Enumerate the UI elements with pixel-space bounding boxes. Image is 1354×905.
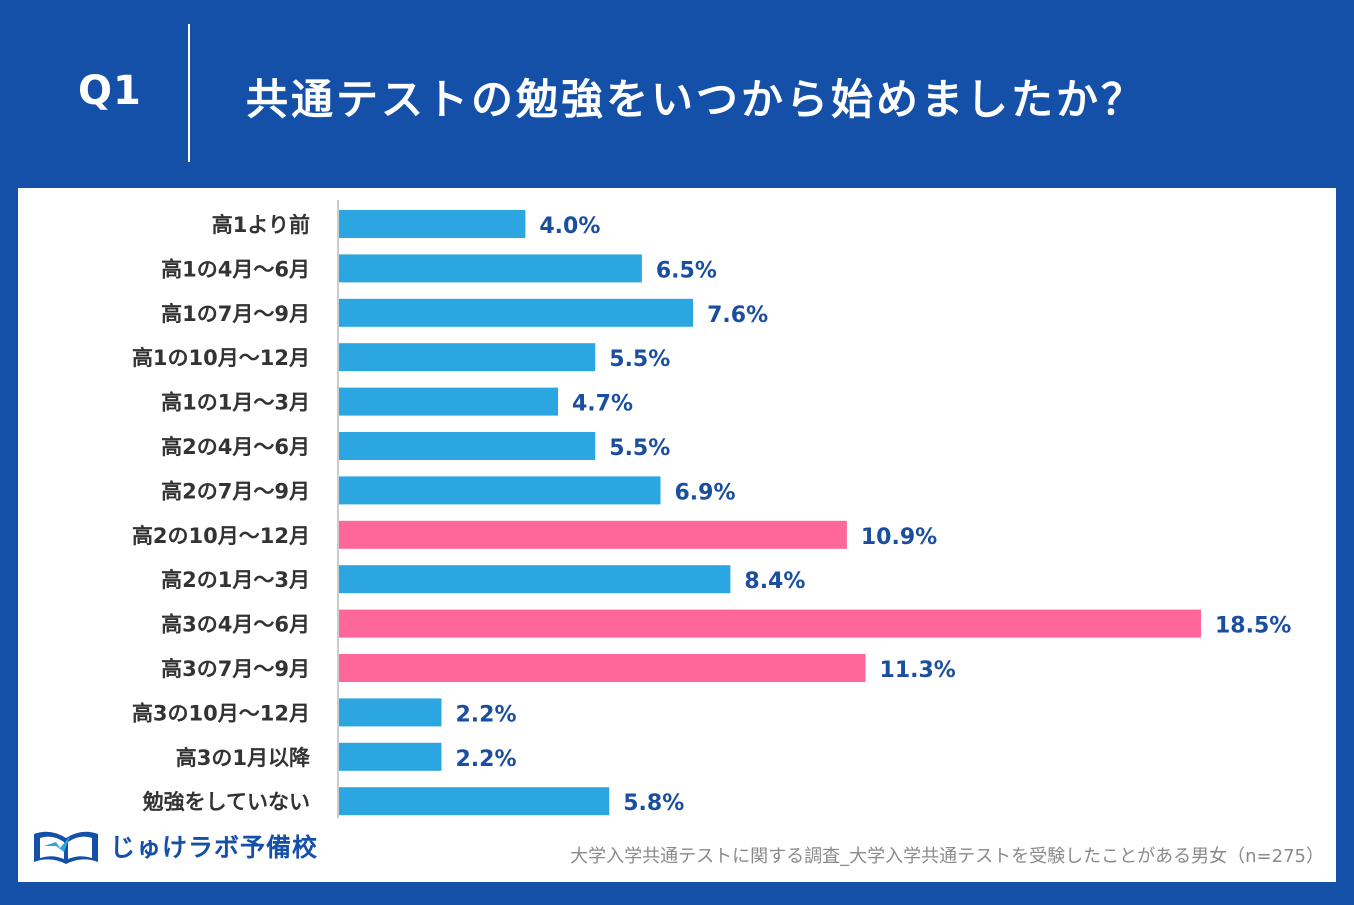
- value-label: 6.9%: [675, 480, 736, 505]
- category-label: 高3の1月以降: [176, 746, 311, 770]
- open-book-icon: [34, 831, 98, 864]
- header-divider: [188, 24, 190, 162]
- bar: [339, 654, 866, 682]
- category-label: 高1の1月～3月: [161, 391, 310, 415]
- bar: [339, 476, 661, 505]
- source-note: 大学入学共通テストに関する調査_大学入学共通テストを受験したことがある男女（n=…: [570, 846, 1324, 867]
- value-label: 5.5%: [609, 347, 670, 372]
- bar: [339, 698, 442, 727]
- brand-logo: じゅけラボ予備校: [30, 824, 318, 868]
- logo-text: じゅけラボ予備校: [110, 833, 319, 862]
- bar: [339, 565, 731, 594]
- category-label: 高3の4月～6月: [161, 613, 310, 637]
- value-label: 5.8%: [623, 791, 684, 816]
- category-label: 高2の4月～6月: [161, 435, 310, 459]
- bar: [339, 520, 847, 549]
- bar-chart: 高1より前 4.0% 高1の4月～6月 6.5% 高1の7月～9月 7.6% 高1の10月～…: [132, 200, 1291, 818]
- bar: [339, 254, 642, 283]
- category-label: 高3の7月～9月: [161, 657, 310, 681]
- value-label: 4.0%: [539, 214, 600, 239]
- value-label: 4.7%: [572, 392, 633, 417]
- bar: [339, 387, 558, 416]
- category-label: 高1より前: [212, 213, 310, 237]
- bar: [339, 609, 1201, 638]
- value-label: 6.5%: [656, 258, 717, 283]
- value-label: 7.6%: [707, 303, 768, 328]
- value-label: 2.2%: [456, 702, 517, 727]
- bar: [339, 210, 526, 238]
- bar: [339, 742, 442, 771]
- question-title: 共通テストの勉強をいつから始めましたか？: [246, 75, 1147, 124]
- value-label: 18.5%: [1215, 614, 1291, 639]
- value-label: 8.4%: [744, 569, 805, 594]
- category-label: 高1の4月～6月: [161, 257, 310, 281]
- value-label: 10.9%: [861, 525, 937, 550]
- value-label: 5.5%: [609, 436, 670, 461]
- category-label: 勉強をしていない: [142, 790, 310, 814]
- category-label: 高2の10月～12月: [132, 524, 310, 548]
- bar: [339, 787, 610, 816]
- category-label: 高1の10月～12月: [132, 346, 310, 370]
- category-label: 高2の1月～3月: [161, 568, 310, 592]
- bar: [339, 432, 596, 460]
- header: Q1 共通テストの勉強をいつから始めましたか？: [0, 0, 1354, 188]
- chart-panel: 高1より前 4.0% 高1の4月～6月 6.5% 高1の7月～9月 7.6% 高1の10月～…: [18, 188, 1336, 882]
- category-label: 高3の10月～12月: [132, 701, 310, 725]
- category-label: 高1の7月～9月: [161, 302, 310, 326]
- value-label: 2.2%: [456, 747, 517, 772]
- bar: [339, 298, 694, 327]
- value-label: 11.3%: [880, 658, 956, 683]
- question-number: Q1: [78, 68, 142, 114]
- category-label: 高2の7月～9月: [161, 479, 310, 503]
- bar: [339, 343, 596, 372]
